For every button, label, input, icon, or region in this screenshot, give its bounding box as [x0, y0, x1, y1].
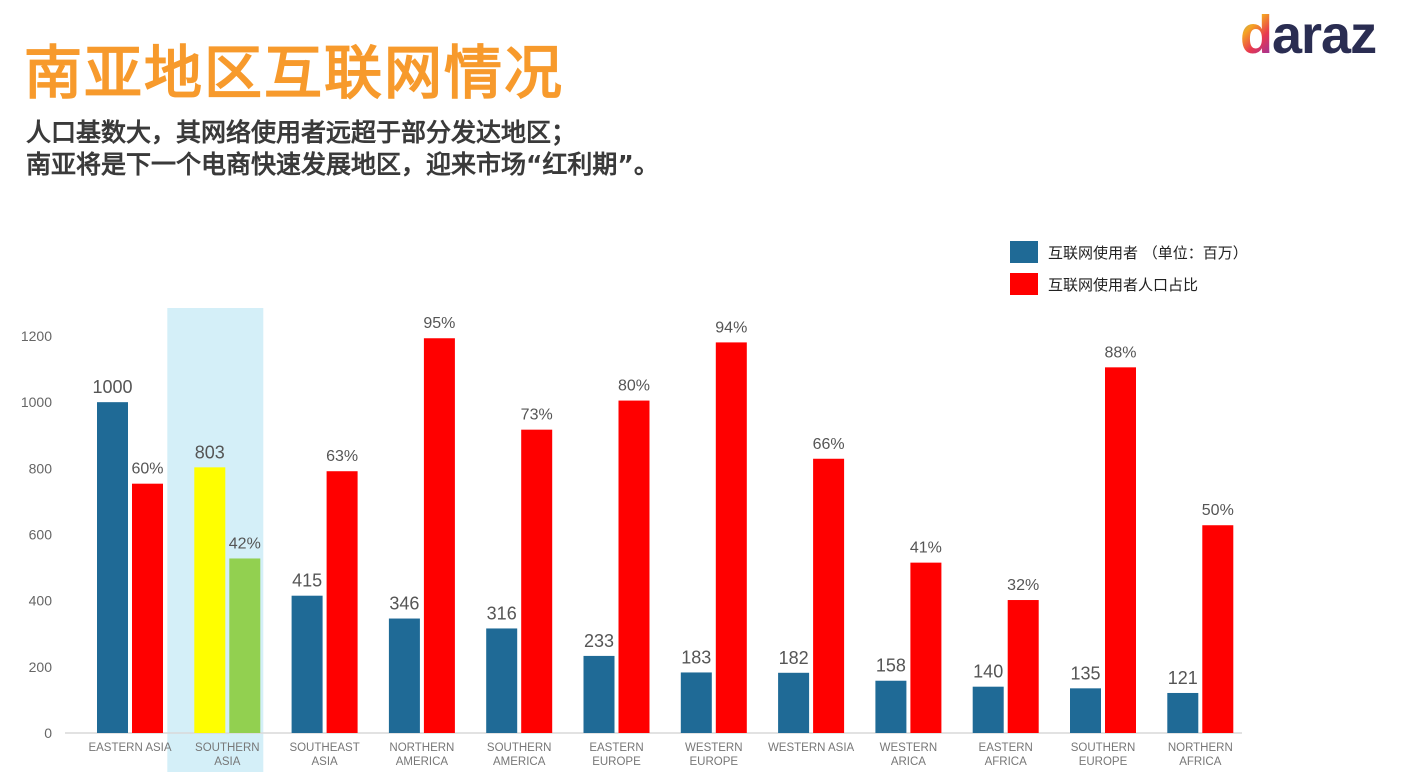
y-tick-label: 1200	[21, 328, 52, 344]
y-tick-label: 0	[44, 725, 52, 741]
bar-users	[291, 595, 323, 733]
data-label-share: 41%	[910, 540, 942, 557]
x-tick-label: ASIA	[311, 756, 338, 768]
data-label-share: 42%	[229, 535, 261, 552]
bar-users	[972, 686, 1004, 733]
subtitle-line-2: 南亚将是下一个电商快速发展地区，迎来市场“红利期”。	[26, 150, 659, 179]
x-tick-label: WESTERN	[880, 742, 938, 754]
x-tick-label: EUROPE	[1079, 756, 1128, 768]
x-tick-label: SOUTHEAST	[289, 742, 359, 754]
x-tick-label: AMERICA	[396, 756, 449, 768]
bar-share	[229, 558, 261, 733]
bar-share	[1202, 525, 1234, 733]
x-tick-label: EASTERN	[979, 742, 1033, 754]
data-label-share: 50%	[1202, 502, 1234, 519]
y-tick-label: 200	[29, 659, 53, 675]
x-tick-label: EASTERN	[589, 742, 643, 754]
legend-label-share: 互联网使用者人口占比	[1048, 275, 1199, 294]
bar-users	[778, 672, 810, 733]
x-tick-label: NORTHERN	[1168, 742, 1233, 754]
legend-item-users: 互联网使用者 （单位：百万）	[1010, 241, 1248, 263]
data-label-users: 140	[973, 662, 1003, 682]
data-label-users: 1000	[92, 377, 132, 397]
bar-users	[486, 628, 518, 733]
legend-swatch-share	[1010, 273, 1038, 295]
data-label-users: 158	[876, 656, 906, 676]
y-tick-label: 800	[29, 460, 53, 476]
data-label-users: 233	[584, 631, 614, 651]
bar-users	[1167, 692, 1199, 733]
x-tick-label: WESTERN ASIA	[768, 742, 855, 754]
bar-share	[521, 429, 553, 733]
x-tick-label: SOUTHERN	[487, 742, 552, 754]
x-tick-label: SOUTHERN	[1071, 742, 1136, 754]
y-tick-label: 600	[29, 527, 53, 543]
bar-share	[910, 562, 942, 733]
data-label-users: 803	[195, 442, 225, 462]
bar-share	[1007, 600, 1039, 733]
bar-share	[132, 483, 163, 733]
data-label-share: 66%	[813, 436, 845, 453]
data-label-share: 32%	[1007, 577, 1039, 594]
legend-swatch-users	[1010, 241, 1038, 263]
data-label-share: 73%	[521, 407, 553, 424]
data-label-users: 135	[1070, 663, 1100, 683]
bar-users	[875, 680, 907, 733]
x-tick-label: ASIA	[214, 756, 241, 768]
x-tick-label: AFRICA	[985, 756, 1028, 768]
data-label-users: 346	[389, 594, 419, 614]
data-label-share: 88%	[1104, 344, 1136, 361]
data-label-share: 60%	[131, 461, 163, 478]
data-label-share: 95%	[423, 315, 455, 332]
bar-users	[97, 402, 128, 733]
x-tick-label: EUROPE	[690, 756, 739, 768]
bar-share	[813, 458, 845, 733]
data-label-share: 63%	[326, 448, 358, 465]
bar-share	[423, 338, 455, 733]
bar-share	[618, 400, 650, 733]
legend-item-share: 互联网使用者人口占比	[1010, 273, 1198, 295]
page-title: 南亚地区互联网情况	[24, 39, 565, 107]
bar-users	[194, 467, 226, 733]
x-tick-label: NORTHERN	[389, 742, 454, 754]
data-label-users: 182	[779, 648, 809, 668]
data-label-share: 94%	[715, 319, 747, 336]
x-tick-label: ARICA	[891, 756, 926, 768]
daraz-logo: daraz	[1240, 5, 1377, 65]
x-tick-label: AMERICA	[493, 756, 546, 768]
bar-share	[326, 471, 358, 733]
y-tick-label: 400	[29, 593, 53, 609]
data-label-users: 121	[1168, 668, 1198, 688]
y-tick-label: 1000	[21, 394, 52, 410]
x-tick-label: SOUTHERN	[195, 742, 260, 754]
data-label-share: 80%	[618, 378, 650, 395]
data-label-users: 183	[681, 647, 711, 667]
bar-share	[1105, 367, 1136, 733]
bar-users	[583, 655, 615, 733]
bar-users	[680, 672, 712, 733]
data-label-users: 316	[487, 603, 517, 623]
x-tick-label: AFRICA	[1179, 756, 1222, 768]
bar-users	[388, 618, 420, 733]
x-tick-label: EASTERN ASIA	[88, 742, 171, 754]
legend-label-users: 互联网使用者 （单位：百万）	[1048, 243, 1248, 262]
subtitle-line-1: 人口基数大，其网络使用者远超于部分发达地区；	[26, 118, 577, 147]
x-tick-label: WESTERN	[685, 742, 743, 754]
data-label-users: 415	[292, 571, 322, 591]
x-tick-label: EUROPE	[592, 756, 641, 768]
bar-share	[715, 342, 747, 733]
bar-users	[1070, 688, 1101, 733]
